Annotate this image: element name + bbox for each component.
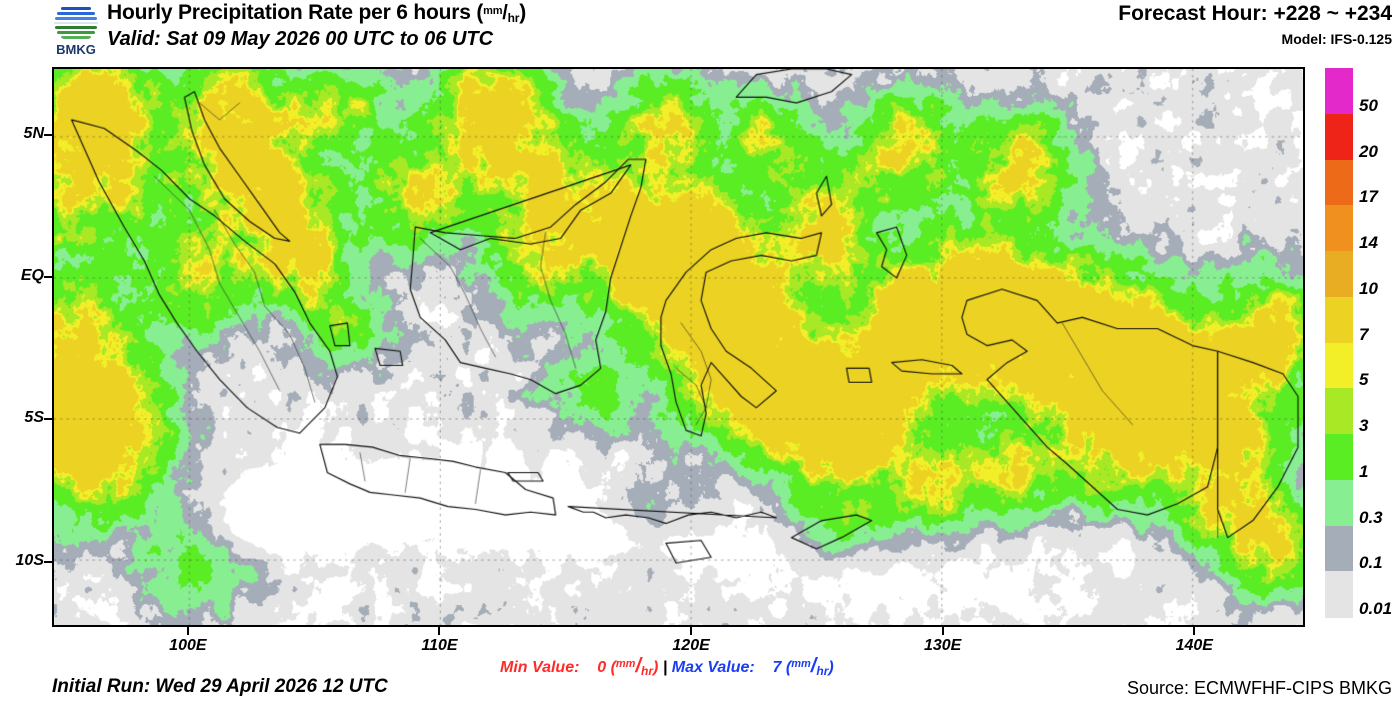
y-axis-tick-5n: 5N <box>23 125 44 143</box>
minmax-separator: | <box>662 659 668 676</box>
colorbar-tick-0-1: 0.1 <box>1359 553 1383 573</box>
colorbar-band-6 <box>1325 342 1353 389</box>
colorbar-band-10 <box>1325 525 1353 572</box>
colorbar-tick-1: 1 <box>1359 461 1369 481</box>
colorbar-tick-17: 17 <box>1359 187 1378 207</box>
colorbar <box>1325 68 1353 618</box>
bmkg-logo: BMKG <box>48 2 104 57</box>
y-axis-tick-10s: 10S <box>15 551 44 569</box>
colorbar-tick-3: 3 <box>1359 416 1369 435</box>
valid-time-label: Valid: Sat 09 May 2026 00 UTC to 06 UTC <box>107 28 494 50</box>
x-axis-tick-mark <box>438 627 441 635</box>
x-axis-tick-mark <box>690 627 693 635</box>
colorbar-tick-5: 5 <box>1359 370 1369 390</box>
colorbar-tick-50: 50 <box>1359 95 1378 115</box>
title-unit-slash: / <box>502 2 508 24</box>
bmkg-logo-label: BMKG <box>56 42 96 57</box>
colorbar-band-2 <box>1325 159 1353 206</box>
colorbar-tick-7: 7 <box>1359 324 1369 344</box>
colorbar-band-4 <box>1325 251 1353 298</box>
colorbar-band-1 <box>1325 113 1353 161</box>
initial-run-label: Initial Run: Wed 29 April 2026 12 UTC <box>52 676 388 697</box>
map-raster <box>54 69 1303 625</box>
colorbar-band-3 <box>1325 205 1353 252</box>
x-axis-tick-mark <box>186 627 189 635</box>
max-value: 7 <box>772 659 782 676</box>
colorbar-band-7 <box>1325 388 1353 435</box>
min-value-label: Min Value: <box>500 659 580 676</box>
y-axis-tick-eq: EQ <box>20 267 44 285</box>
model-label: Model: IFS-0.125 <box>1281 31 1392 47</box>
max-value-unit: (mm/hr) <box>781 655 834 678</box>
y-axis-tick-mark <box>44 418 52 421</box>
colorbar-tick-10: 10 <box>1359 278 1378 298</box>
x-axis-tick-120e: 120E <box>672 637 710 654</box>
minmax-line: Min Value: 0 (mm/hr) | Max Value: 7 (mm/… <box>500 656 834 677</box>
page-title-text: Hourly Precipitation Rate per 6 hours <box>107 1 471 24</box>
colorbar-tick-0-3: 0.3 <box>1359 507 1383 527</box>
colorbar-band-11 <box>1325 571 1353 618</box>
precipitation-map[interactable]: Copyright Sub Bidang Prediksi Cuaca BMKG… <box>52 67 1305 627</box>
x-axis-tick-mark <box>1193 627 1196 635</box>
x-axis-tick-100e: 100E <box>169 637 207 654</box>
page-title: Hourly Precipitation Rate per 6 hours (m… <box>107 1 526 25</box>
title-unit: (mm/hr) <box>470 1 527 25</box>
colorbar-band-5 <box>1325 296 1353 344</box>
colorbar-band-8 <box>1325 434 1353 481</box>
max-value-label: Max Value: <box>671 659 755 676</box>
forecast-hour-label: Forecast Hour: +228 ~ +234 <box>1118 2 1392 25</box>
title-unit-numerator: mm <box>483 5 503 17</box>
colorbar-tick-14: 14 <box>1359 233 1378 252</box>
colorbar-band-0 <box>1325 68 1353 115</box>
x-axis-tick-130e: 130E <box>923 637 962 654</box>
y-axis-tick-5s: 5S <box>24 409 44 427</box>
colorbar-tick-20: 20 <box>1359 141 1378 161</box>
bmkg-logo-disc <box>52 2 100 42</box>
x-axis-tick-140e: 140E <box>1175 637 1213 654</box>
source-label: Source: ECMWFHF-CIPS BMKG <box>1126 678 1392 698</box>
min-value: 0 <box>597 659 607 676</box>
min-value-unit: (mm/hr) <box>606 655 659 678</box>
x-axis-tick-110e: 110E <box>421 637 458 654</box>
colorbar-band-9 <box>1325 479 1353 527</box>
y-axis-tick-mark <box>44 134 52 137</box>
colorbar-tick-0-01: 0.01 <box>1359 599 1393 618</box>
y-axis-tick-mark <box>44 276 52 279</box>
title-unit-denominator: hr <box>507 11 520 25</box>
y-axis-tick-mark <box>44 560 52 563</box>
header-bar: BMKG Hourly Precipitation Rate per 6 hou… <box>0 0 1400 58</box>
x-axis-tick-mark <box>941 627 944 635</box>
